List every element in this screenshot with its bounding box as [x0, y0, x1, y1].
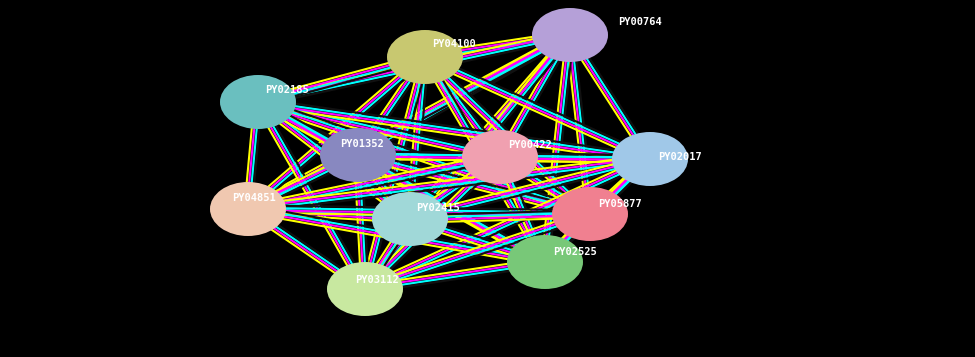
Text: PY02415: PY02415 — [416, 203, 460, 213]
Ellipse shape — [210, 182, 286, 236]
Text: PY02017: PY02017 — [658, 152, 702, 162]
Ellipse shape — [507, 235, 583, 289]
Text: PY02185: PY02185 — [265, 85, 309, 95]
Ellipse shape — [320, 128, 396, 182]
Text: PY00422: PY00422 — [508, 140, 552, 150]
Ellipse shape — [387, 30, 463, 84]
Ellipse shape — [552, 187, 628, 241]
Text: PY04851: PY04851 — [232, 193, 276, 203]
Text: PY04100: PY04100 — [432, 39, 476, 49]
Text: PY05877: PY05877 — [598, 199, 642, 209]
Text: PY01352: PY01352 — [340, 139, 384, 149]
Text: PY03112: PY03112 — [355, 275, 399, 285]
Text: PY00764: PY00764 — [618, 17, 662, 27]
Ellipse shape — [462, 130, 538, 184]
Text: PY02525: PY02525 — [553, 247, 597, 257]
Ellipse shape — [532, 8, 608, 62]
Ellipse shape — [327, 262, 403, 316]
Ellipse shape — [372, 192, 448, 246]
Ellipse shape — [612, 132, 688, 186]
Ellipse shape — [220, 75, 296, 129]
